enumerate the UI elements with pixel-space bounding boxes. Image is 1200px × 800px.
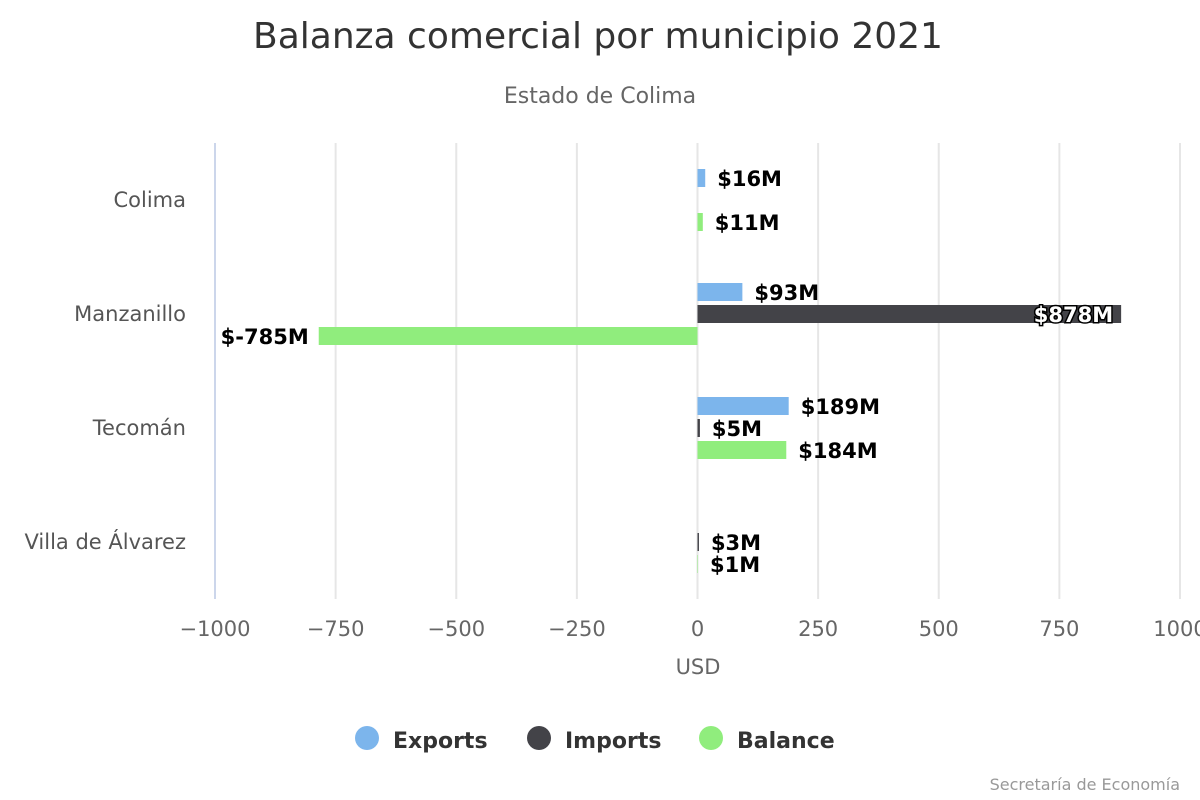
chart-subtitle: Estado de Colima — [504, 84, 696, 109]
grid-lines — [214, 143, 1181, 599]
x-tick-label: 750 — [1039, 617, 1079, 641]
bar-exports[interactable] — [697, 397, 789, 415]
bars — [318, 169, 1122, 573]
x-tick-label: 250 — [798, 617, 838, 641]
bar-imports[interactable] — [697, 305, 1122, 323]
bar-exports[interactable] — [697, 283, 743, 301]
category-label: Tecomán — [92, 416, 186, 440]
legend-item-balance[interactable]: Balance — [699, 726, 835, 754]
chart-title: Balanza comercial por municipio 2021 — [253, 16, 943, 57]
data-label: $189M — [801, 395, 880, 419]
x-tick-label: 1000 — [1153, 617, 1200, 641]
x-tick-label: −750 — [307, 617, 365, 641]
data-label: $878M — [1034, 303, 1113, 327]
bar-imports[interactable] — [697, 533, 699, 551]
x-tick-label: 500 — [919, 617, 959, 641]
credits: Secretaría de Economía — [990, 775, 1180, 794]
x-tick-label: −1000 — [179, 617, 250, 641]
x-tick-labels: −1000 −750 −500 −250 0 250 500 750 1000 — [179, 617, 1200, 641]
bar-exports[interactable] — [697, 169, 706, 187]
x-axis-title: USD — [676, 655, 721, 679]
legend-label: Exports — [393, 729, 488, 754]
legend-label: Balance — [737, 729, 835, 754]
bar-balance[interactable] — [697, 441, 787, 459]
category-label: Manzanillo — [74, 302, 186, 326]
legend-item-exports[interactable]: Exports — [355, 726, 488, 754]
bar-imports[interactable] — [697, 419, 700, 437]
category-label: Colima — [113, 188, 186, 212]
legend-marker — [699, 726, 723, 750]
bar-balance[interactable] — [318, 327, 698, 345]
x-tick-label: −250 — [548, 617, 606, 641]
data-label: $3M — [711, 531, 761, 555]
data-label: $11M — [715, 211, 780, 235]
category-label: Villa de Álvarez — [25, 529, 187, 554]
legend-marker — [355, 726, 379, 750]
data-label: $16M — [717, 167, 782, 191]
category-labels: Colima Manzanillo Tecomán Villa de Álvarez — [25, 188, 187, 554]
data-label: $1M — [710, 553, 760, 577]
x-tick-label: −500 — [427, 617, 485, 641]
data-label: $184M — [798, 439, 877, 463]
legend-label: Imports — [565, 729, 661, 754]
legend-item-imports[interactable]: Imports — [527, 726, 661, 754]
data-labels: $16M $11M $93M $878M $-785M $189M $5M $184M $3M$… — [221, 167, 1115, 577]
data-label: $93M — [754, 281, 819, 305]
bar-balance[interactable] — [697, 213, 703, 231]
data-label: $5M — [712, 417, 762, 441]
legend: Exports Imports Balance — [355, 726, 835, 754]
legend-marker — [527, 726, 551, 750]
x-tick-label: 0 — [691, 617, 704, 641]
data-label: $-785M — [221, 325, 309, 349]
